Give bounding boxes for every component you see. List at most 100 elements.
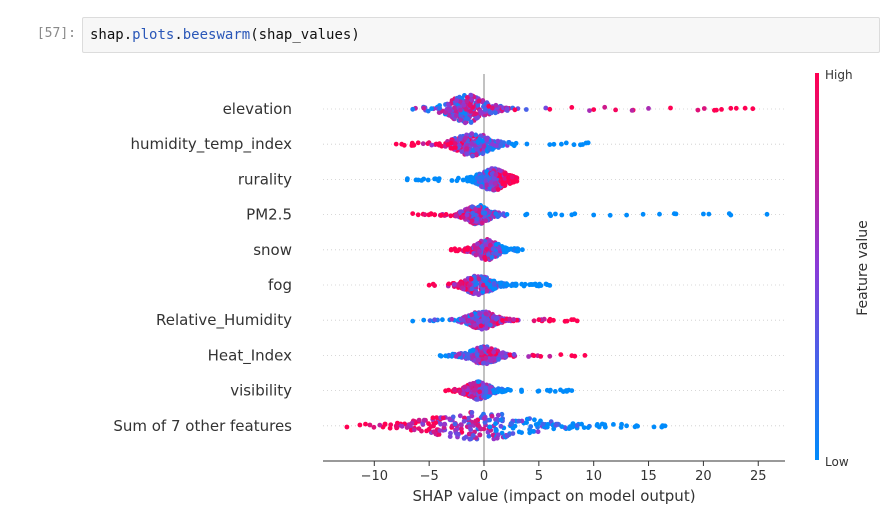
beeswarm-point [478, 111, 484, 116]
beeswarm-point [363, 421, 368, 427]
beeswarm-point [421, 417, 427, 423]
beeswarm-point [457, 413, 463, 419]
beeswarm-point [562, 318, 568, 324]
beeswarm-point [522, 281, 528, 287]
beeswarm-point [662, 423, 668, 429]
beeswarm-point [464, 95, 470, 100]
beeswarm-point [493, 251, 499, 256]
beeswarm-point [452, 105, 457, 111]
beeswarm-point [464, 175, 470, 181]
beeswarm-point [569, 212, 575, 218]
beeswarm-point [473, 207, 478, 212]
beeswarm-point [469, 97, 475, 103]
beeswarm-point [496, 357, 501, 362]
beeswarm-point [742, 105, 748, 111]
beeswarm-point [410, 106, 416, 112]
beeswarm-point [629, 108, 635, 113]
beeswarm-point [487, 389, 492, 395]
beeswarm-point [472, 290, 478, 296]
beeswarm-point [591, 212, 597, 218]
beeswarm-point [463, 135, 468, 141]
beeswarm-point [523, 107, 529, 112]
beeswarm-point [458, 107, 463, 113]
beeswarm-point [504, 106, 510, 112]
beeswarm-point [489, 171, 495, 177]
beeswarm-point [465, 355, 471, 361]
beeswarm-point [466, 415, 471, 421]
feature-label: Sum of 7 other features [113, 417, 292, 435]
beeswarm-point [447, 416, 452, 422]
beeswarm-point [416, 417, 422, 423]
x-tick-label: 25 [750, 469, 767, 484]
beeswarm-point [468, 92, 474, 98]
beeswarm-point [465, 247, 470, 252]
beeswarm-point [491, 349, 496, 355]
beeswarm-point [640, 211, 646, 217]
feature-label: snow [253, 241, 292, 259]
code-token-arg: shap_values [258, 27, 352, 43]
beeswarm-point [486, 433, 492, 439]
beeswarm-point [443, 110, 448, 115]
beeswarm-point [510, 431, 516, 436]
beeswarm-point [478, 323, 484, 329]
beeswarm-point [382, 421, 388, 427]
beeswarm-point [421, 176, 427, 182]
x-tick-label: 15 [640, 469, 657, 484]
beeswarm-point [432, 176, 437, 182]
beeswarm-point [404, 177, 410, 183]
beeswarm-point [465, 116, 470, 122]
beeswarm-point [461, 418, 467, 424]
beeswarm-point [477, 249, 482, 254]
beeswarm-point [547, 106, 553, 112]
feature-label: Relative_Humidity [156, 311, 292, 330]
beeswarm-point [543, 105, 549, 111]
beeswarm-point [498, 417, 504, 423]
beeswarm-point [507, 352, 513, 358]
beeswarm-point [651, 424, 657, 430]
beeswarm-point [491, 187, 496, 193]
beeswarm-point [538, 283, 544, 288]
beeswarm-point [764, 211, 770, 217]
colorbar-gradient [815, 73, 819, 460]
beeswarm-point [494, 435, 500, 441]
beeswarm-point [357, 422, 363, 428]
beeswarm-point [547, 142, 553, 148]
beeswarm-point [437, 353, 443, 358]
code-cell[interactable]: shap.plots.beeswarm(shap_values) [82, 17, 880, 53]
beeswarm-point [493, 421, 498, 427]
beeswarm-point [473, 396, 479, 402]
beeswarm-point [436, 176, 442, 182]
beeswarm-point [552, 389, 558, 394]
beeswarm-point [404, 425, 410, 430]
beeswarm-point [526, 354, 531, 359]
beeswarm-point [474, 146, 480, 152]
beeswarm-point [497, 168, 503, 174]
colorbar-high-label: High [825, 68, 853, 82]
beeswarm-point [481, 316, 487, 322]
beeswarm-point [524, 416, 530, 422]
beeswarm-point [507, 316, 513, 322]
beeswarm-point [510, 179, 516, 185]
beeswarm-point [507, 246, 512, 252]
beeswarm-point [393, 141, 399, 147]
beeswarm-point [506, 387, 511, 392]
beeswarm-point [540, 421, 546, 427]
beeswarm-point [574, 318, 580, 324]
beeswarm-point [469, 286, 475, 292]
beeswarm-point [472, 387, 477, 393]
beeswarm-point [436, 432, 442, 437]
beeswarm-point [482, 393, 487, 399]
beeswarm-point [422, 212, 428, 218]
beeswarm-point [494, 428, 499, 433]
beeswarm-point [487, 385, 492, 390]
beeswarm-point [519, 281, 525, 287]
code-token-dot: . [174, 27, 183, 43]
beeswarm-point [571, 142, 577, 148]
beeswarm-point [468, 276, 474, 282]
beeswarm-point [479, 243, 485, 249]
beeswarm-point [478, 344, 484, 350]
beeswarm-point [476, 98, 482, 104]
beeswarm-point [719, 107, 724, 112]
beeswarm-point [462, 384, 468, 390]
